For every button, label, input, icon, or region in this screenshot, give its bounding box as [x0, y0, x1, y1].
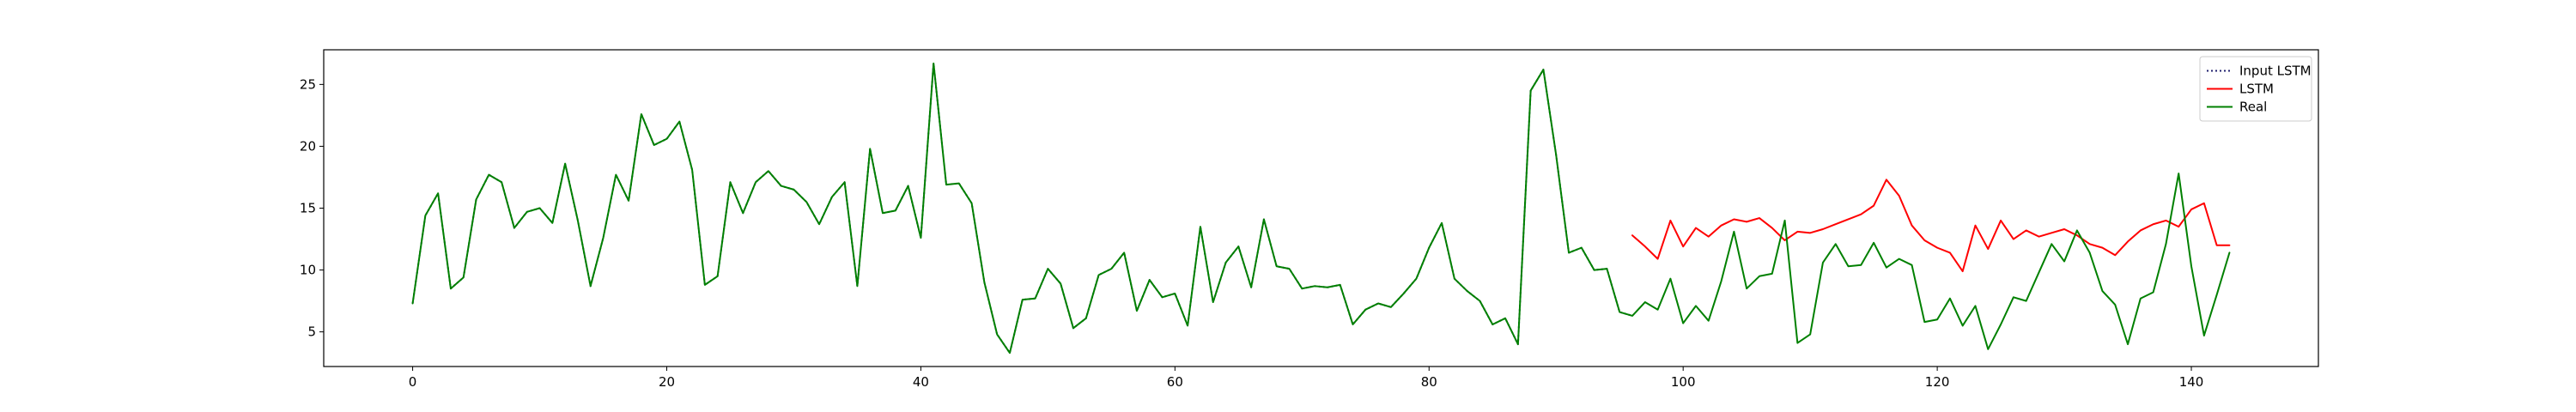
y-axis: 5 10 15 20 25 [300, 76, 324, 340]
y-tick-label: 25 [300, 76, 316, 92]
x-tick-label: 0 [409, 374, 417, 390]
series-line-lstm [1631, 179, 2231, 273]
series-layer [411, 62, 2231, 354]
x-axis: 0 20 40 60 80 100 120 140 [409, 367, 2204, 390]
x-tick-label: 60 [1167, 374, 1183, 390]
y-tick-label: 15 [300, 201, 316, 216]
legend-box [2199, 56, 2312, 122]
legend: Input LSTM LSTM Real [2199, 56, 2312, 122]
x-tick-label: 100 [1671, 374, 1696, 390]
x-tick-label: 140 [2179, 374, 2204, 390]
x-tick-label: 80 [1421, 374, 1437, 390]
y-tick-label: 20 [300, 138, 316, 154]
legend-label: Real [2239, 100, 2267, 115]
x-tick-label: 20 [659, 374, 675, 390]
x-tick-label: 120 [1925, 374, 1950, 390]
legend-label: Input LSTM [2239, 64, 2312, 79]
y-tick-label: 5 [307, 324, 316, 340]
y-tick-label: 10 [300, 263, 316, 278]
x-tick-label: 40 [913, 374, 929, 390]
series-line-real [411, 62, 2231, 354]
legend-label: LSTM [2239, 82, 2274, 97]
